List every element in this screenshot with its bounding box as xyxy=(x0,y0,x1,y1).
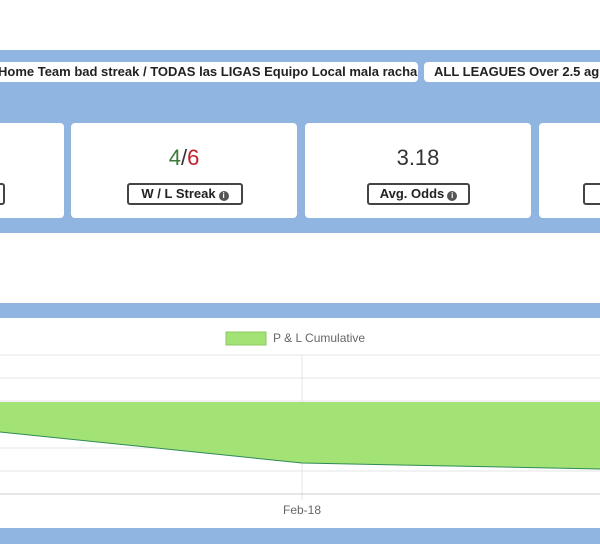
stat-button[interactable] xyxy=(583,183,600,205)
stat-label: Avg. Odds xyxy=(379,186,445,201)
stat-value: 3.18 xyxy=(396,145,440,170)
line xyxy=(0,431,600,470)
stat-card: 3.18 Avg. Odds i xyxy=(305,123,531,218)
info-icon: i xyxy=(218,191,229,201)
tab-bar xyxy=(0,50,600,118)
win-count: 4 xyxy=(168,145,181,170)
loss-count: 6 xyxy=(187,145,200,170)
stat-card: 4/6 W / L Streak i xyxy=(71,123,297,218)
legend-label: P & L Cumulative xyxy=(273,331,365,345)
tab[interactable]: Home Team bad streak / TODAS las LIGAS E… xyxy=(0,62,418,82)
chart-band xyxy=(0,528,600,544)
chart-band xyxy=(0,303,600,318)
tab[interactable]: ALL LEAGUES Over 2.5 ag xyxy=(424,62,600,82)
stat-card xyxy=(0,123,64,218)
stat-button[interactable]: W / L Streak i xyxy=(127,183,243,205)
stat-button[interactable]: Avg. Odds i xyxy=(367,183,470,205)
stat-label: W / L Streak xyxy=(141,186,216,201)
stat-card xyxy=(539,123,600,218)
info-icon: i xyxy=(447,191,458,201)
legend-swatch xyxy=(225,331,267,346)
stat-value: 4/6 xyxy=(71,145,297,171)
chart: P & L Cumulative Feb-18 xyxy=(0,331,600,517)
area xyxy=(0,402,600,469)
x-tick-label: Feb-18 xyxy=(283,503,321,517)
stat-button[interactable] xyxy=(0,183,5,205)
separator: / xyxy=(180,145,188,170)
